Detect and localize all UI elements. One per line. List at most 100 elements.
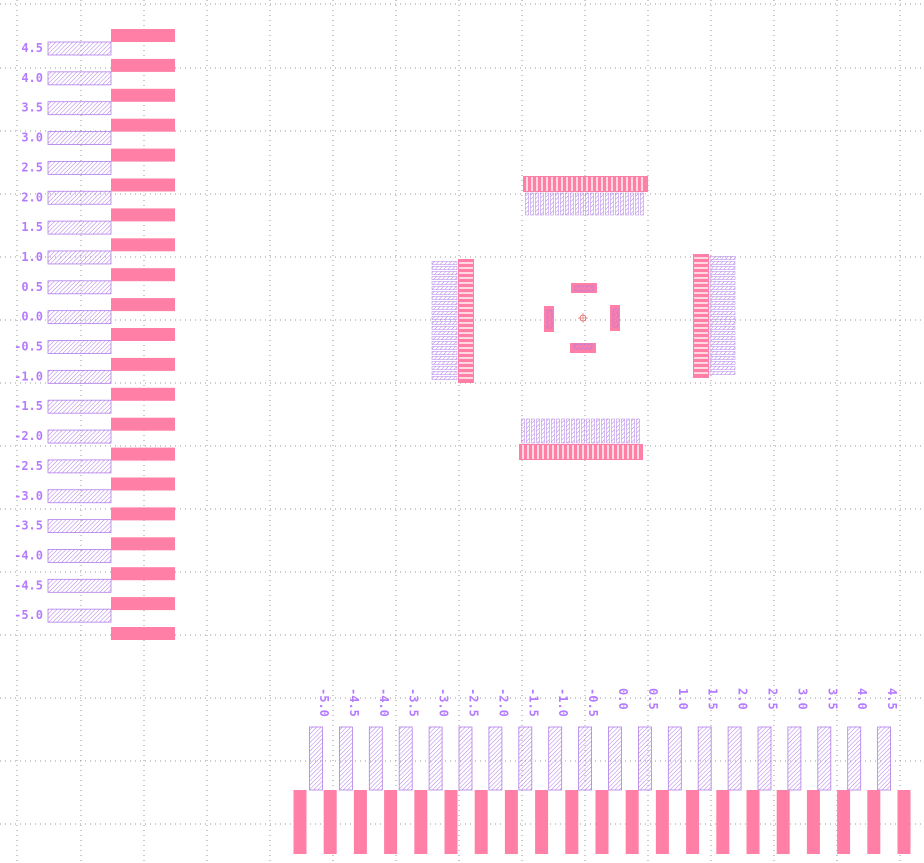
center-pads (544, 283, 620, 353)
hatched-pad (638, 726, 652, 791)
bottom-scale-label: -1.0 (556, 688, 570, 717)
pin-label-mark (431, 311, 458, 315)
pin-label-mark (616, 418, 620, 444)
hatched-pad (47, 101, 112, 116)
pin-label-mark (540, 192, 544, 216)
solid-pad (111, 417, 175, 431)
bottom-scale-label: 3.0 (795, 688, 809, 710)
pin-label-mark (709, 306, 736, 310)
solid-pad (111, 627, 175, 640)
pin-label-mark (709, 356, 736, 360)
solid-pad (111, 268, 175, 282)
hatched-pad (757, 726, 772, 791)
hatched-pad (47, 608, 112, 623)
pin-label-mark (431, 281, 458, 285)
pin-label-mark (521, 418, 525, 444)
pin-label-mark (431, 316, 458, 320)
pin-label-mark (566, 418, 570, 444)
pin-label-mark (709, 281, 736, 285)
left-scale-label: -3.5 (14, 519, 43, 533)
pin-label-mark (431, 296, 458, 300)
pin-label-mark (431, 346, 458, 350)
pin-label-mark (621, 418, 625, 444)
left-scale-label: -0.5 (14, 340, 43, 354)
hatched-pad (47, 41, 112, 56)
right-pad-block (693, 254, 709, 378)
left-scale-label: -2.5 (14, 459, 43, 473)
pin-label-mark (551, 418, 555, 444)
left-scale-label: 4.0 (21, 71, 43, 85)
pin-label-mark (620, 192, 624, 216)
bottom-scale-label: 2.0 (736, 688, 750, 710)
pin-label-mark (546, 418, 550, 444)
left-pad-scale: 4.5 4.0 3.5 3.0 2.5 2.0 1.5 1.0 0.5 0.0 -0.5 -1.0 -1… (14, 29, 175, 640)
pin-label-mark (431, 376, 458, 380)
bottom-scale-label: 0.5 (646, 688, 660, 710)
pin-label-mark (709, 256, 736, 260)
pin-label-mark (526, 418, 530, 444)
pin-label-mark (576, 418, 580, 444)
left-scale-label: 3.5 (21, 101, 43, 115)
bottom-scale-label: -0.5 (586, 688, 600, 717)
pin-label-mark (530, 192, 534, 216)
left-scale-label: -2.0 (14, 429, 43, 443)
pin-label-mark (626, 418, 630, 444)
hatched-pad (667, 726, 682, 791)
pin-label-mark (431, 331, 458, 335)
left-scale-label: 0.5 (21, 280, 43, 294)
pin-label-mark (431, 341, 458, 345)
pin-label-mark (709, 296, 736, 300)
bottom-pin-row (519, 418, 643, 460)
hatched-pad (697, 726, 712, 791)
pin-label-mark (555, 192, 559, 216)
hatched-pad (548, 726, 563, 791)
pin-label-mark (709, 321, 736, 325)
hatched-pad (47, 190, 112, 205)
pin-label-mark (591, 418, 595, 444)
pin-label-mark (615, 192, 619, 216)
pin-label-mark (709, 261, 736, 265)
hatched-pad (727, 726, 742, 791)
left-pin-column (431, 259, 474, 383)
pin-label-mark (709, 271, 736, 275)
hatched-pad (47, 399, 112, 414)
pin-label-mark (431, 321, 458, 325)
pin-label-mark (571, 418, 575, 444)
hatched-pad (47, 369, 112, 384)
solid-pad (111, 387, 175, 401)
pin-label-mark (625, 192, 629, 216)
hatched-pad (518, 726, 533, 791)
pin-label-mark (585, 192, 589, 216)
solid-pad (625, 790, 639, 854)
hatched-pad (47, 549, 112, 563)
solid-pad (535, 790, 549, 854)
bottom-scale-label: 1.5 (706, 688, 720, 710)
bottom-scale-label: -5.0 (317, 688, 331, 717)
pin-label-mark (431, 266, 458, 270)
hatched-pad (398, 726, 413, 791)
hatched-pad (47, 131, 112, 145)
left-scale-label: -4.5 (14, 578, 43, 592)
solid-pad (323, 790, 337, 854)
solid-pad (111, 328, 175, 341)
pin-label-mark (581, 418, 585, 444)
solid-pad (867, 790, 881, 854)
hatched-pad (47, 280, 112, 295)
pin-label-mark (431, 276, 458, 280)
left-scale-label: -4.0 (14, 548, 43, 562)
solid-pad (595, 790, 609, 854)
center-pad-left-mark (546, 309, 553, 329)
component-footprint[interactable] (431, 176, 736, 460)
pin-label-mark (431, 366, 458, 370)
left-scale-label: -3.0 (14, 489, 43, 503)
left-scale-label: -1.5 (14, 399, 43, 413)
hatched-pad (47, 340, 112, 354)
solid-pad (111, 118, 175, 132)
hatched-pad (608, 726, 622, 791)
solid-pad (111, 597, 175, 611)
pin-label-mark (709, 316, 736, 320)
pin-label-mark (709, 276, 736, 280)
left-scale-label: 4.5 (21, 41, 43, 55)
pin-label-mark (556, 418, 560, 444)
